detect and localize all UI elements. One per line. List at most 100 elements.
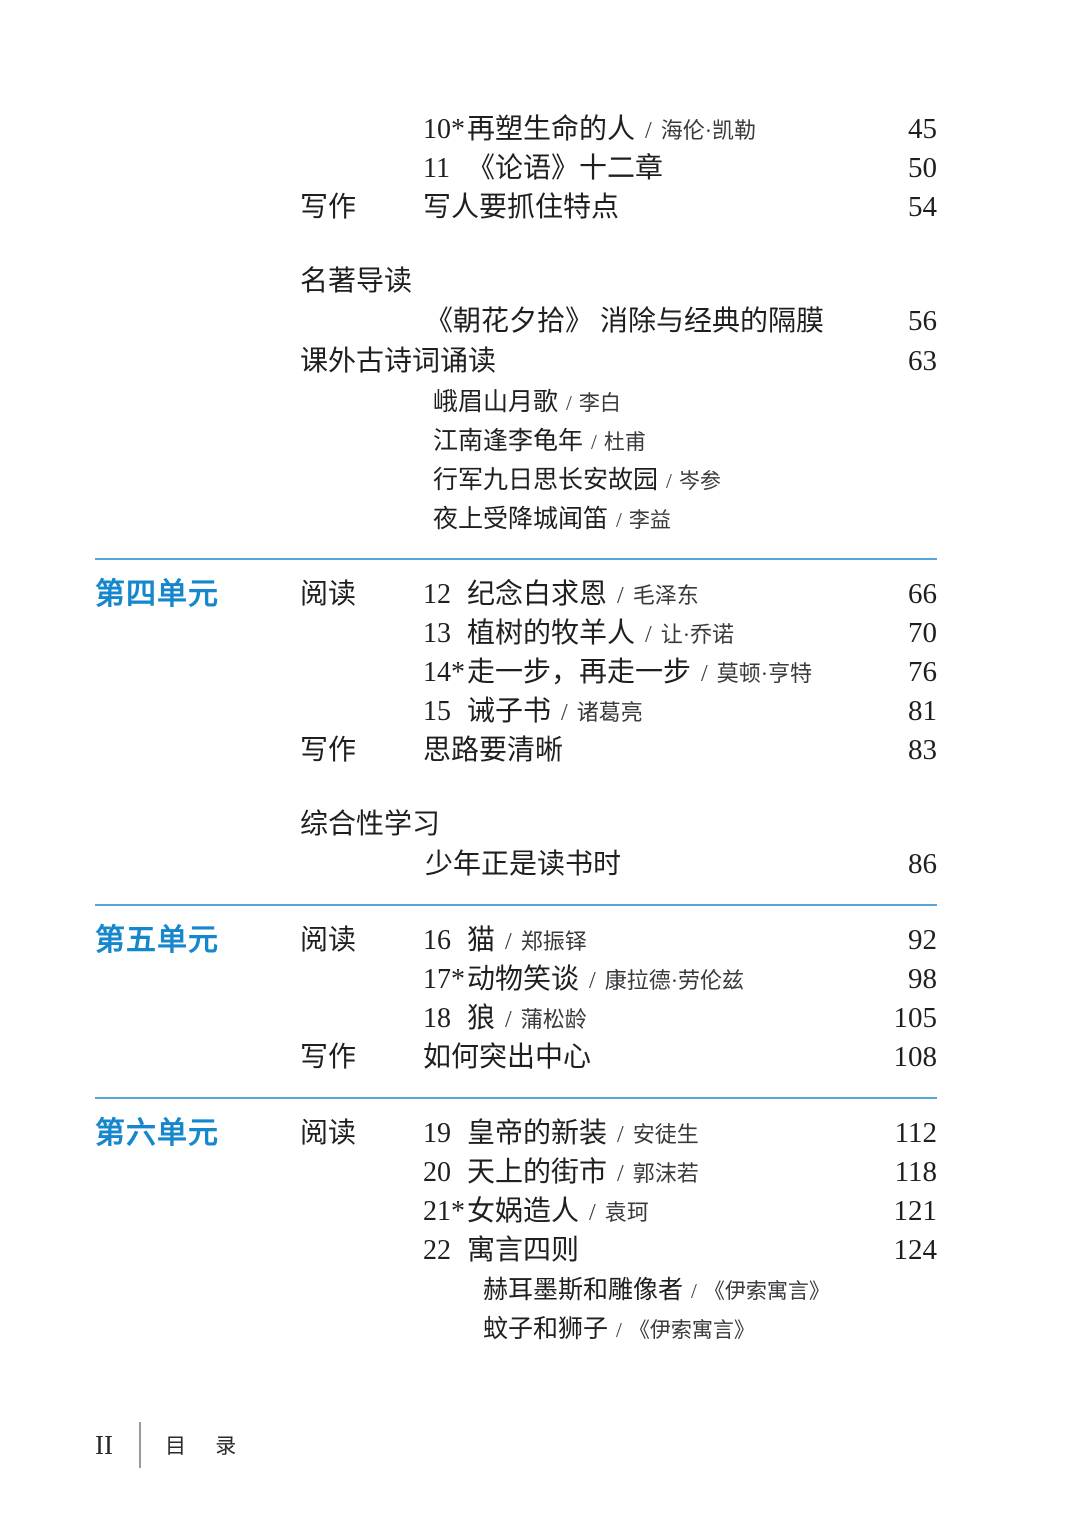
entry-title: 如何突出中心	[423, 1042, 592, 1073]
entry-page-number: 66	[908, 578, 937, 610]
toc-row: 江南逢李龟年 / 杜甫	[95, 421, 937, 460]
entry-page-number: 118	[894, 1156, 937, 1188]
author-name: 莫顿·亨特	[716, 661, 813, 686]
toc-row: 第六单元 阅读 19 皇帝的新装 / 安徒生 112	[95, 1114, 937, 1153]
toc-row: 22 寓言四则 124	[95, 1231, 937, 1270]
unit-label: 第四单元	[95, 578, 219, 611]
section-label: 阅读	[300, 925, 357, 956]
entry-page-number: 45	[908, 113, 937, 145]
entry-title: 天上的街市	[467, 1157, 608, 1188]
toc-row: 峨眉山月歌 / 李白	[95, 382, 937, 421]
toc-block: 第五单元 阅读 16 猫 / 郑振铎 92 17*动物笑谈 / 康拉德·劳伦兹 98 18 狼 / 蒲松龄 1…	[95, 921, 937, 1077]
toc-row: 18 狼 / 蒲松龄 105	[95, 999, 937, 1038]
toc-row: 20 天上的街市 / 郭沫若 118	[95, 1153, 937, 1192]
lesson-number: 12	[423, 579, 451, 610]
toc-row: 蚊子和狮子 / 《伊索寓言》	[95, 1309, 937, 1348]
toc-row: 21*女娲造人 / 袁珂 121	[95, 1192, 937, 1231]
entry-page-number: 108	[893, 1041, 938, 1073]
author-name: 岑参	[678, 469, 721, 493]
entry-page-number: 81	[908, 695, 937, 727]
lesson-number: 15	[423, 696, 451, 727]
toc-row: 13 植树的牧羊人 / 让·乔诺 70	[95, 614, 937, 653]
entry-page-number: 63	[908, 345, 937, 377]
author-name: 《伊索寓言》	[703, 1279, 830, 1303]
entry-title: 少年正是读书时	[425, 849, 622, 880]
entry-title: 《朝花夕拾》 消除与经典的隔膜	[425, 306, 825, 337]
author-name: 杜甫	[603, 430, 646, 454]
entry-title: 《论语》十二章	[467, 153, 664, 184]
entry-title: 江南逢李龟年	[433, 428, 584, 455]
toc-row: 17*动物笑谈 / 康拉德·劳伦兹 98	[95, 960, 937, 999]
toc-row: 10*再塑生命的人 / 海伦·凯勒 45	[95, 110, 937, 149]
unit-divider-line	[95, 558, 937, 560]
entry-page-number: 112	[894, 1117, 937, 1149]
toc-block: 名著导读 《朝花夕拾》 消除与经典的隔膜 56 课外古诗词诵读 63 峨眉山月歌 / 李白 江南…	[95, 261, 937, 538]
section-label: 课外古诗词诵读	[300, 346, 497, 377]
entry-title: 赫耳墨斯和雕像者	[483, 1277, 684, 1304]
author-name: 蒲松龄	[520, 1007, 587, 1032]
toc-row: 名著导读	[95, 261, 937, 302]
slash-separator: /	[616, 508, 622, 532]
section-label: 写作	[300, 192, 357, 223]
entry-title: 女娲造人	[467, 1196, 580, 1227]
entry-title: 诫子书	[467, 696, 552, 727]
entry-page-number: 70	[908, 617, 937, 649]
entry-title: 思路要清晰	[423, 735, 564, 766]
section-label: 综合性学习	[300, 809, 441, 840]
section-label: 写作	[300, 1042, 357, 1073]
section-label: 阅读	[300, 579, 357, 610]
entry-title: 写人要抓住特点	[423, 192, 620, 223]
entry-title: 行军九日思长安故园	[433, 467, 659, 494]
entry-title: 夜上受降城闻笛	[433, 506, 609, 533]
entry-title: 皇帝的新装	[467, 1118, 608, 1149]
entry-page-number: 54	[908, 191, 937, 223]
slash-separator: /	[617, 583, 624, 609]
author-name: 康拉德·劳伦兹	[604, 968, 745, 993]
entry-title: 纪念白求恩	[467, 579, 608, 610]
unit-divider-line	[95, 1097, 937, 1099]
slash-separator: /	[645, 622, 652, 648]
lesson-number: 14*	[423, 657, 465, 688]
slash-separator: /	[589, 1200, 596, 1226]
footer-section-label: 目 录	[164, 1434, 249, 1458]
footer-page-number: II	[95, 1429, 113, 1460]
entry-title: 再塑生命的人	[467, 114, 636, 145]
slash-separator: /	[591, 430, 597, 454]
toc-row: 第四单元 阅读 12 纪念白求恩 / 毛泽东 66	[95, 575, 937, 614]
slash-separator: /	[505, 1007, 512, 1033]
toc-row: 14*走一步，再走一步 / 莫顿·亨特 76	[95, 653, 937, 692]
slash-separator: /	[691, 1279, 697, 1303]
slash-separator: /	[589, 968, 596, 994]
slash-separator: /	[701, 661, 708, 687]
lesson-number: 20	[423, 1157, 451, 1188]
author-name: 《伊索寓言》	[628, 1318, 755, 1342]
entry-title: 狼	[467, 1003, 496, 1034]
entry-page-number: 124	[893, 1234, 938, 1266]
slash-separator: /	[505, 929, 512, 955]
entry-page-number: 86	[908, 848, 937, 880]
toc-row: 少年正是读书时 86	[95, 845, 937, 884]
page-footer: II 目 录	[95, 1420, 248, 1470]
entry-page-number: 105	[893, 1002, 938, 1034]
section-label: 名著导读	[300, 266, 413, 297]
toc-row: 综合性学习	[95, 804, 937, 845]
entry-title: 植树的牧羊人	[467, 618, 636, 649]
author-name: 毛泽东	[632, 583, 699, 608]
toc-block: 第四单元 阅读 12 纪念白求恩 / 毛泽东 66 13 植树的牧羊人 / 让·乔诺 70 14*走一步…	[95, 575, 937, 770]
entry-title: 寓言四则	[467, 1235, 580, 1266]
toc-row: 写作 思路要清晰 83	[95, 731, 937, 770]
toc-block: 10*再塑生命的人 / 海伦·凯勒 45 11 《论语》十二章 50 写作 写人要抓住特点 54	[95, 110, 937, 227]
toc-block: 第六单元 阅读 19 皇帝的新装 / 安徒生 112 20 天上的街市 / 郭沫若 118 21*女娲造…	[95, 1114, 937, 1348]
entry-title: 走一步，再走一步	[467, 657, 692, 688]
slash-separator: /	[616, 1318, 622, 1342]
lesson-number: 19	[423, 1118, 451, 1149]
author-name: 郑振铎	[520, 929, 587, 954]
section-label: 写作	[300, 735, 357, 766]
slash-separator: /	[561, 700, 568, 726]
toc-row: 课外古诗词诵读 63	[95, 341, 937, 382]
entry-title: 动物笑谈	[467, 964, 580, 995]
toc-row: 《朝花夕拾》 消除与经典的隔膜 56	[95, 302, 937, 341]
author-name: 李白	[578, 391, 621, 415]
toc-row: 15 诫子书 / 诸葛亮 81	[95, 692, 937, 731]
